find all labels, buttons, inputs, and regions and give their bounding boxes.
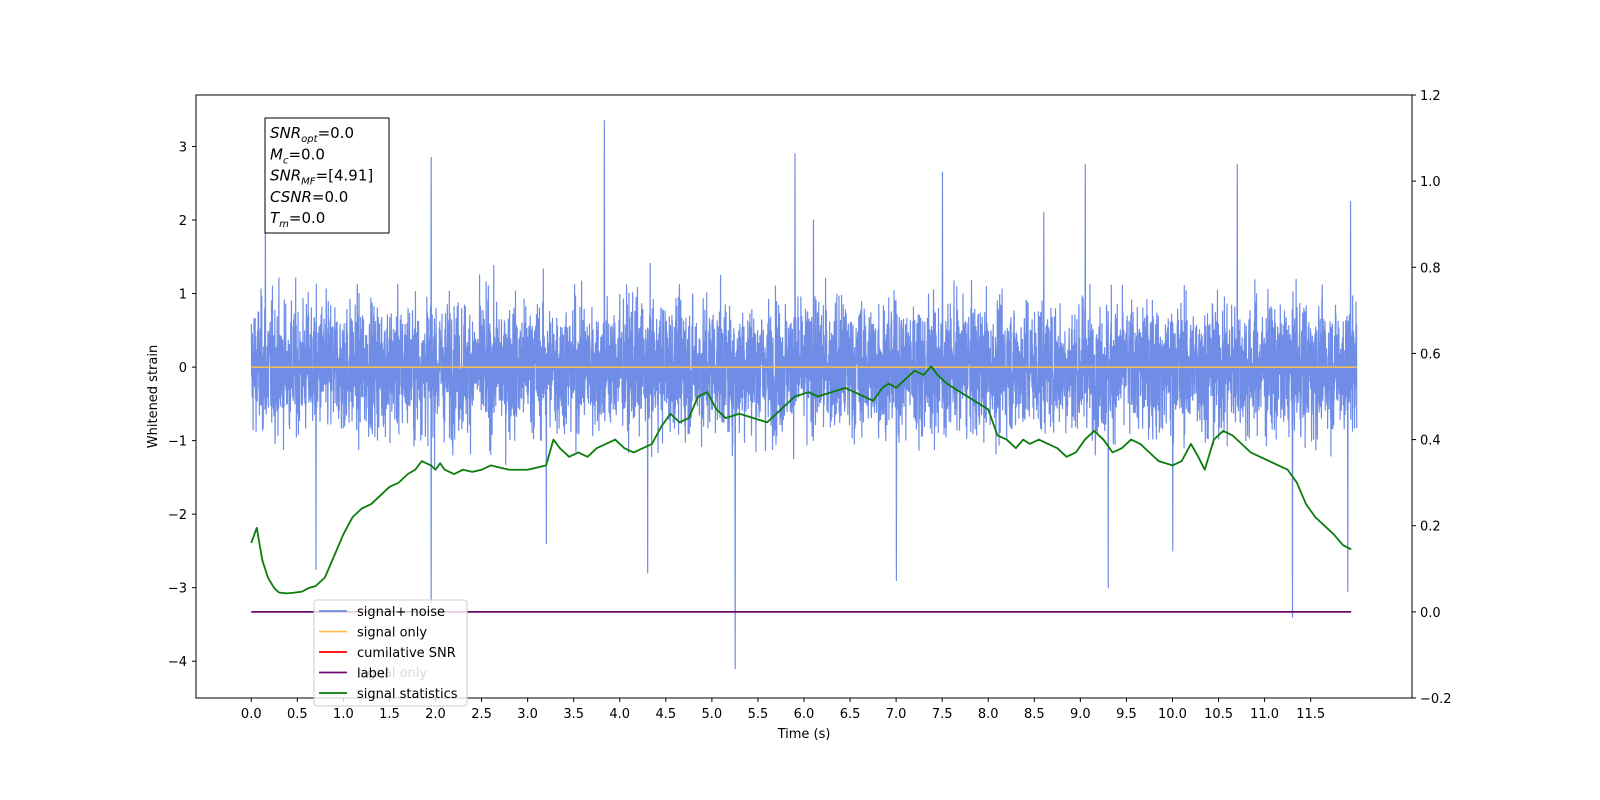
y-tick-label: −1 xyxy=(168,435,187,450)
annotation-subscript: opt xyxy=(301,134,318,145)
legend-frame xyxy=(313,599,468,707)
annotation-line: Mc=0.0 xyxy=(270,145,325,166)
annotation-value: =0.0 xyxy=(318,124,354,142)
series-signal-noise-line xyxy=(250,120,1358,670)
annotation-line: SNRMF=[4.91] xyxy=(270,167,373,188)
y-tick-label: −2 xyxy=(168,508,187,523)
x-tick-label: 7.0 xyxy=(886,707,907,722)
y2-tick-label: 0.2 xyxy=(1420,520,1441,535)
annotation-frame xyxy=(264,117,390,234)
annotation-value: =0.0 xyxy=(288,145,324,163)
x-tick-label: 11.5 xyxy=(1296,707,1325,722)
annotation-subscript: MF xyxy=(301,177,316,188)
y-tick-label: −3 xyxy=(168,582,187,597)
legend-entry-label: signal statistics xyxy=(357,687,458,702)
x-tick-label: 9.0 xyxy=(1070,707,1091,722)
y2-tick-label: 1.2 xyxy=(1420,89,1441,104)
y2-tick-label: 1.0 xyxy=(1420,175,1441,190)
x-tick-label: 5.5 xyxy=(748,707,769,722)
x-tick-label: 1.5 xyxy=(379,707,400,722)
y-axis-label: Whitened strain xyxy=(146,345,161,448)
x-tick-label: 2.0 xyxy=(425,707,446,722)
legend-overlapped-text: signal only xyxy=(357,666,427,681)
annotation-name: CSNR xyxy=(270,188,312,206)
legend: signal only signal+ noise signal only cumil… xyxy=(313,599,468,707)
x-tick-label: 10.5 xyxy=(1204,707,1233,722)
x-tick-label: 8.0 xyxy=(978,707,999,722)
y2-tick-label: 0.4 xyxy=(1420,434,1441,449)
series-signal-statistics-line xyxy=(250,365,1352,595)
x-tick-label: 3.5 xyxy=(563,707,584,722)
y2-tick-label: 0.8 xyxy=(1420,261,1441,276)
legend-entry-label: signal+ noise xyxy=(357,605,445,620)
x-tick-label: 2.5 xyxy=(471,707,492,722)
annotation-box: SNRopt=0.0Mc=0.0SNRMF=[4.91]CSNR=0.0Tm=0… xyxy=(264,117,390,234)
x-tick-label: 6.0 xyxy=(794,707,815,722)
y-tick-label: 2 xyxy=(179,214,187,229)
x-tick-label: 8.5 xyxy=(1024,707,1045,722)
y2-tick-label: −0.2 xyxy=(1420,692,1452,707)
annotation-line: SNRopt=0.0 xyxy=(270,124,354,145)
axes: 0.0 0.5 1.0 1.5 2.0 2.5 3.0 3.5 4.0 4.5 5.0 5.5 6.0 6… xyxy=(146,89,1452,742)
x-tick-label: 10.0 xyxy=(1158,707,1187,722)
x-tick-label: 3.0 xyxy=(517,707,538,722)
x-tick-label: 9.5 xyxy=(1116,707,1137,722)
annotation-name: T xyxy=(270,209,281,227)
y2-tick-label: 0.6 xyxy=(1420,347,1441,362)
legend-entry-label: cumilative SNR xyxy=(357,646,456,661)
annotation-subscript: m xyxy=(279,219,289,230)
x-axis-label: Time (s) xyxy=(777,727,831,742)
x-tick-label: 7.5 xyxy=(932,707,953,722)
annotation-value: =0.0 xyxy=(312,188,348,206)
annotation-name: SNR xyxy=(270,124,301,142)
x-tick-label: 0.5 xyxy=(287,707,308,722)
annotation-name: M xyxy=(270,145,283,163)
y2-tick-label: 0.0 xyxy=(1420,606,1441,621)
annotation-value: =[4.91] xyxy=(316,167,374,185)
x-tick-label: 5.0 xyxy=(702,707,723,722)
annotation-subscript: c xyxy=(283,155,289,166)
x-tick-label: 4.5 xyxy=(655,707,676,722)
x-tick-label: 1.0 xyxy=(333,707,354,722)
legend-entry-label: label xyxy=(357,667,388,682)
y-tick-label: −4 xyxy=(168,655,187,670)
x-tick-label: 4.0 xyxy=(609,707,630,722)
legend-entry-label: signal only xyxy=(357,626,427,641)
annotation-line: CSNR=0.0 xyxy=(270,188,348,206)
x-tick-label: 6.5 xyxy=(840,707,861,722)
annotation-line: Tm=0.0 xyxy=(270,209,325,230)
annotation-value: =0.0 xyxy=(289,209,325,227)
x-tick-label: 0.0 xyxy=(241,707,262,722)
plot-area xyxy=(250,120,1358,670)
y-tick-label: 0 xyxy=(179,361,187,376)
annotation-name: SNR xyxy=(270,167,301,185)
y-tick-label: 3 xyxy=(179,140,187,155)
x-tick-label: 11.0 xyxy=(1250,707,1279,722)
y-tick-label: 1 xyxy=(179,288,187,303)
